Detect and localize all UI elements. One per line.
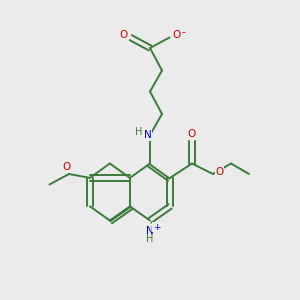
Text: O: O (120, 30, 128, 40)
Text: +: + (153, 223, 160, 232)
Text: N: N (144, 130, 152, 140)
Text: N: N (146, 226, 154, 236)
Text: -: - (182, 27, 186, 37)
Text: H: H (135, 127, 142, 137)
Text: O: O (215, 167, 224, 177)
Text: O: O (188, 129, 196, 140)
Text: O: O (172, 30, 180, 40)
Text: O: O (62, 162, 71, 172)
Text: H: H (146, 234, 154, 244)
